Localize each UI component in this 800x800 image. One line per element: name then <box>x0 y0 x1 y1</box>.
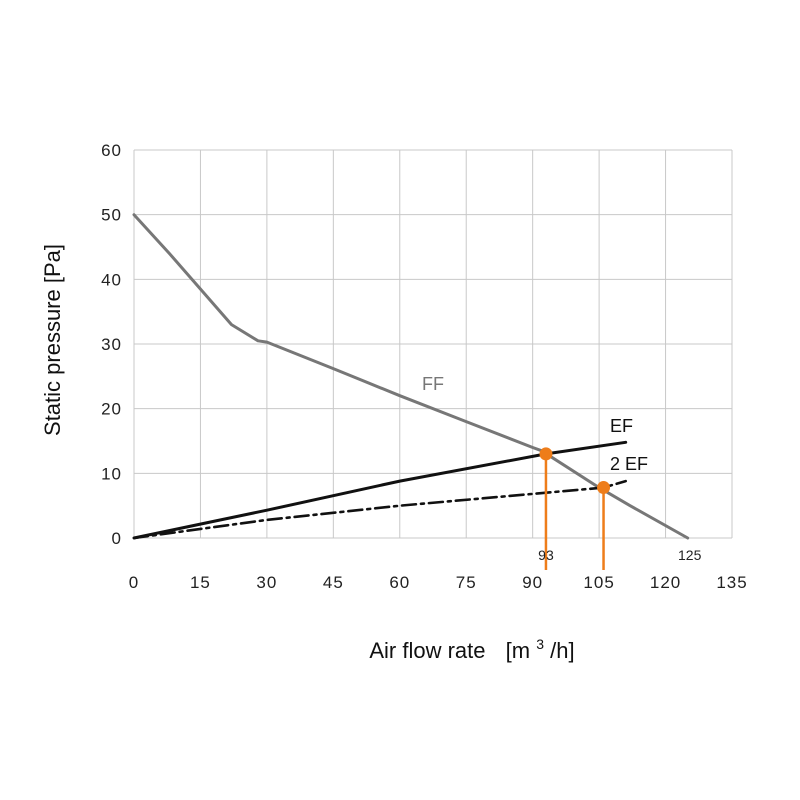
x-tick-label-135: 135 <box>716 573 747 592</box>
operating-points: 93 <box>538 447 611 570</box>
y-tick-label-30: 30 <box>101 335 122 354</box>
y-tick-label-20: 20 <box>101 400 122 419</box>
y-tick-label-50: 50 <box>101 206 122 225</box>
x-axis-unit-prefix: [m <box>506 638 530 663</box>
x-tick-label-15: 15 <box>190 573 211 592</box>
series-line-ef <box>132 440 628 540</box>
series-labels: FF EF 2 EF <box>422 374 648 474</box>
x-axis-unit-suffix: /h] <box>550 638 574 663</box>
x-tick-label-60: 60 <box>389 573 410 592</box>
y-axis-title: Static pressure [Pa] <box>40 244 65 436</box>
operating-point-0 <box>539 447 553 461</box>
grid <box>133 149 733 539</box>
y-tick-label-0: 0 <box>112 529 122 548</box>
x-tick-label-30: 30 <box>256 573 277 592</box>
series-label-ff: FF <box>422 374 444 394</box>
series-label-2-ef: 2 EF <box>610 454 648 474</box>
y-tick-label-60: 60 <box>101 141 122 160</box>
series-line-ff <box>132 213 690 540</box>
operating-point-1 <box>597 481 611 495</box>
tick-labels: 0 15 30 45 60 75 90 105 120 135 0 10 20 30 40 50 60 125 <box>101 141 747 592</box>
series-lines <box>132 213 690 540</box>
x-tick-label-105: 105 <box>583 573 614 592</box>
x-tick-label-120: 120 <box>650 573 681 592</box>
series-label-ef: EF <box>610 416 633 436</box>
x-tick-label-75: 75 <box>456 573 477 592</box>
operating-point-label-0: 93 <box>538 547 554 563</box>
series-line-2-ef <box>132 479 628 540</box>
annotation-label-0: 125 <box>678 547 702 563</box>
x-axis-unit-sup: 3 <box>536 636 544 652</box>
x-tick-label-90: 90 <box>522 573 543 592</box>
x-axis-title: Air flow rate [m 3 /h] <box>369 629 574 663</box>
y-tick-label-40: 40 <box>101 270 122 289</box>
x-tick-label-45: 45 <box>323 573 344 592</box>
x-axis-title-text: Air flow rate <box>369 638 485 663</box>
y-tick-label-10: 10 <box>101 464 122 483</box>
x-tick-label-0: 0 <box>129 573 139 592</box>
